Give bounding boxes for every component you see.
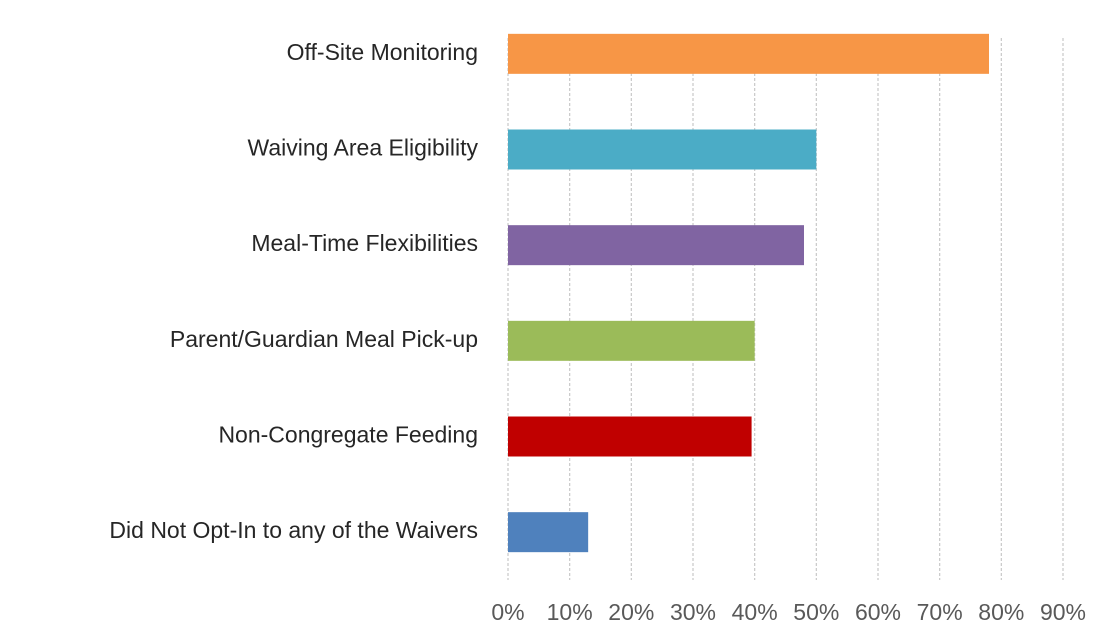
bar	[508, 129, 817, 170]
bar	[508, 416, 752, 457]
x-tick-label: 80%	[978, 599, 1024, 625]
x-tick-label: 90%	[1040, 599, 1086, 625]
x-tick-label: 70%	[917, 599, 963, 625]
y-tick-label: Did Not Opt-In to any of the Waivers	[109, 517, 478, 543]
x-tick-label: 20%	[608, 599, 654, 625]
y-tick-label: Parent/Guardian Meal Pick-up	[170, 326, 478, 352]
y-tick-label: Meal-Time Flexibilities	[251, 230, 478, 256]
bar	[508, 512, 589, 553]
bar	[508, 33, 989, 74]
x-tick-label: 10%	[547, 599, 593, 625]
x-tick-label: 60%	[855, 599, 901, 625]
x-tick-label: 0%	[491, 599, 524, 625]
bar	[508, 320, 755, 361]
x-tick-label: 40%	[732, 599, 778, 625]
bar	[508, 225, 804, 266]
y-tick-label: Off-Site Monitoring	[287, 39, 478, 65]
y-tick-label: Non-Congregate Feeding	[218, 422, 478, 448]
y-tick-label: Waiving Area Eligibility	[247, 135, 478, 161]
x-tick-label: 30%	[670, 599, 716, 625]
x-tick-label: 50%	[793, 599, 839, 625]
